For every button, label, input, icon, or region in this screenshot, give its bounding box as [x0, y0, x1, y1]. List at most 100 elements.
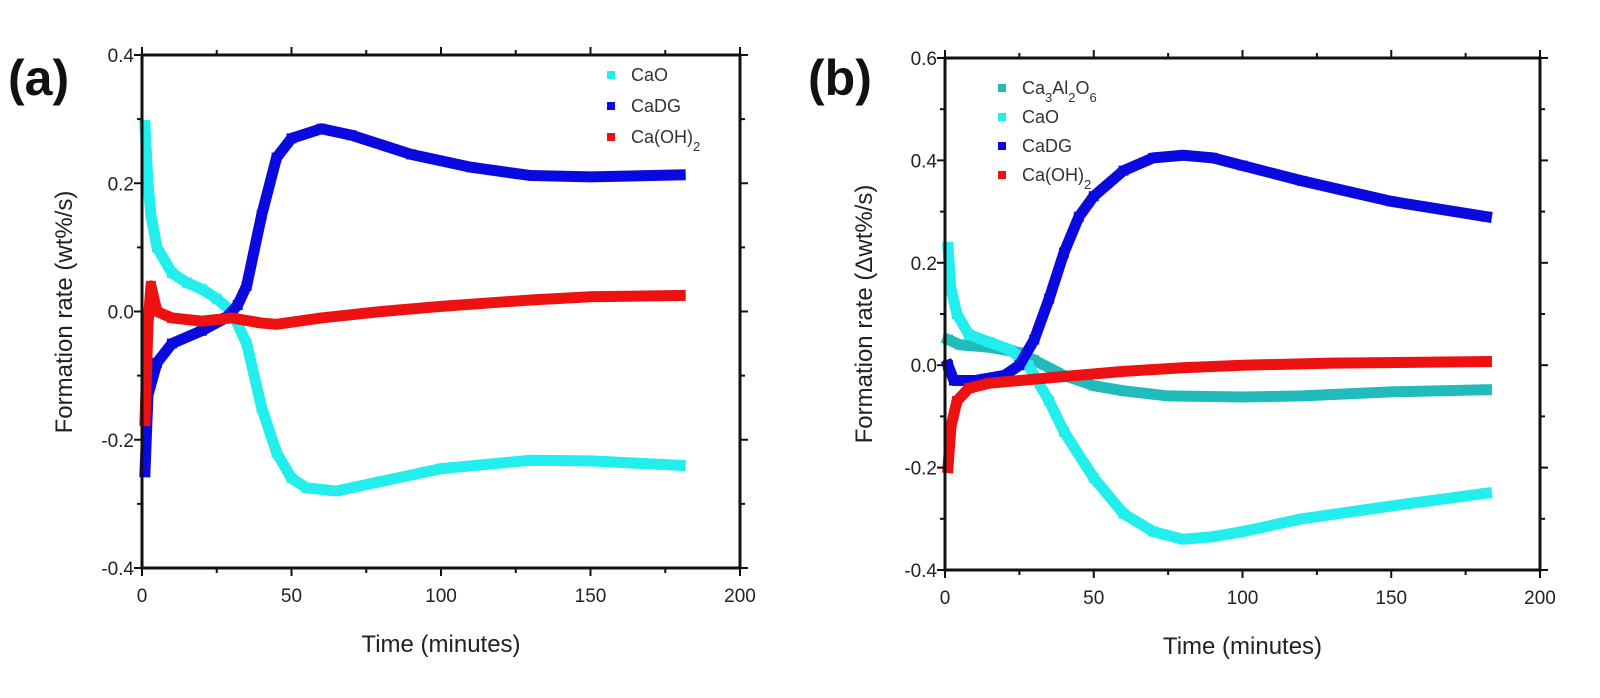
data-point [1297, 513, 1307, 524]
data-point [1237, 360, 1248, 371]
data-point [316, 312, 327, 323]
x-tick-label: 100 [1227, 588, 1259, 609]
legend: CaO CaDG Ca(OH)2 [607, 65, 700, 154]
data-point [1059, 426, 1069, 437]
legend-label: Ca(OH)2 [631, 127, 700, 154]
data-point [675, 460, 686, 471]
series-cadg [940, 149, 1493, 387]
y-tick-label: 0.4 [911, 151, 938, 172]
data-point [376, 306, 387, 317]
legend-marker [607, 102, 615, 110]
data-point [241, 280, 252, 291]
data-point [1014, 360, 1025, 371]
data-point [525, 455, 536, 466]
data-point [1481, 384, 1492, 395]
data-point [942, 334, 953, 345]
data-point [1118, 165, 1129, 176]
data-point [256, 318, 267, 329]
data-point [1178, 534, 1188, 545]
data-point [945, 283, 956, 294]
data-point [151, 357, 162, 368]
data-point [1059, 247, 1069, 258]
data-point [301, 482, 312, 493]
data-point [166, 338, 177, 349]
data-point [1178, 362, 1188, 373]
panel-a: 0 50 100 150 200 -0.4 -0.2 0.0 0.2 0.4 Time (minut… [8, 46, 756, 658]
data-point [1088, 380, 1099, 391]
data-point [1386, 196, 1397, 207]
data-point [1088, 472, 1099, 483]
data-point [211, 293, 222, 304]
data-point [139, 466, 150, 477]
legend-marker [998, 113, 1006, 121]
data-point [1118, 508, 1129, 519]
legend-label: Ca(OH)2 [1022, 165, 1091, 192]
data-point [1005, 344, 1016, 355]
x-axis-title: Time (minutes) [361, 631, 520, 658]
data-point [1207, 531, 1218, 542]
data-point [1481, 211, 1492, 222]
legend-marker [998, 142, 1006, 150]
data-point [525, 294, 536, 305]
data-point [151, 306, 162, 317]
data-point [465, 162, 476, 173]
data-point [436, 463, 446, 474]
data-point [951, 396, 962, 407]
x-tick-label: 50 [1083, 588, 1104, 609]
data-point [1297, 390, 1307, 401]
data-point [166, 312, 177, 323]
x-tick-label: 150 [1375, 588, 1407, 609]
data-point [984, 337, 995, 348]
y-tick-label: 0.2 [108, 174, 134, 195]
data-point [954, 339, 965, 350]
data-point [942, 462, 953, 473]
data-point [1386, 386, 1397, 397]
data-point [196, 325, 207, 336]
data-point [675, 169, 686, 180]
data-point [942, 242, 953, 253]
data-point [286, 473, 297, 484]
data-point [1044, 396, 1055, 407]
data-point [139, 415, 150, 426]
data-point [1029, 334, 1040, 345]
legend-marker [998, 171, 1006, 179]
data-point [1481, 356, 1492, 367]
data-point [963, 329, 974, 340]
x-tick-label: 0 [137, 586, 148, 607]
data-point [948, 375, 959, 386]
series-cadg [139, 123, 686, 478]
y-tick-label: -0.4 [904, 561, 937, 582]
y-axis-title: Formation rate (Δwt%/s) [851, 185, 878, 444]
data-point [142, 319, 153, 330]
legend-label: CaDG [1022, 136, 1072, 156]
panel-label: (b) [808, 50, 872, 106]
legend-marker [607, 71, 615, 79]
data-point [232, 300, 243, 311]
data-point [151, 242, 162, 253]
y-tick-label: 0.2 [911, 254, 937, 275]
data-point [585, 455, 596, 466]
data-point [142, 178, 153, 189]
data-point [1386, 501, 1397, 511]
data-point [951, 309, 962, 319]
x-tick-label: 0 [940, 588, 951, 609]
panel-b: 0 50 100 150 200 -0.4 -0.2 0.0 0.2 0.4 0.6 Time (mi… [808, 49, 1556, 660]
data-point [145, 210, 156, 221]
series-caoh2 [942, 356, 1493, 474]
legend-label: CaO [631, 65, 668, 85]
x-tick-label: 200 [724, 586, 756, 607]
data-point [999, 370, 1010, 381]
data-point [346, 130, 357, 141]
data-point [139, 120, 150, 131]
series-cao [942, 241, 1493, 545]
data-point [331, 486, 342, 497]
data-point [1207, 152, 1218, 163]
panel-label: (a) [8, 50, 69, 106]
legend-label: CaDG [631, 96, 681, 116]
data-point [1073, 211, 1084, 222]
data-point [406, 149, 417, 160]
data-point [1237, 160, 1248, 171]
data-point [271, 152, 282, 163]
